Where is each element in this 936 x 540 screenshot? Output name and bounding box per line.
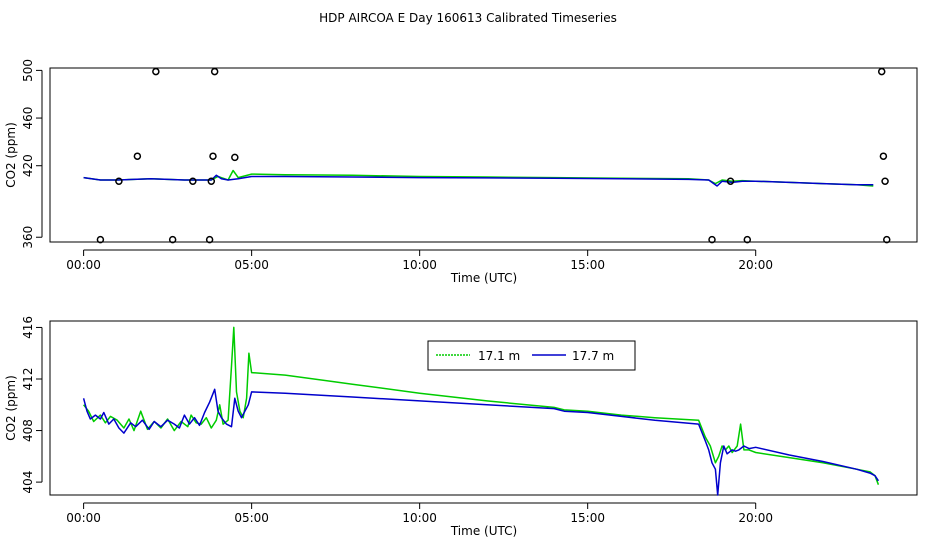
y-tick-label: 500	[21, 59, 35, 82]
data-point	[205, 235, 214, 244]
x-tick-label: 20:00	[738, 511, 773, 525]
data-point	[210, 67, 219, 76]
data-point	[708, 235, 716, 244]
x-tick-label: 00:00	[66, 511, 101, 525]
series-line-1	[82, 388, 880, 496]
x-tick-label: 10:00	[402, 511, 437, 525]
data-point	[883, 235, 891, 244]
legend: 17.1 m 17.7 m	[427, 340, 636, 371]
x-tick-label: 10:00	[402, 258, 437, 272]
data-point	[231, 153, 239, 162]
x-tick-label: 15:00	[570, 258, 605, 272]
upper-panel: Time (UTC) CO2 (ppm) 00:00 05:00 10:00 15:0…	[4, 59, 918, 285]
data-point	[881, 177, 889, 185]
legend-label-17-7: 17.7 m	[572, 349, 614, 363]
y-tick-label: 412	[21, 368, 35, 391]
data-point	[743, 235, 752, 244]
data-point	[726, 177, 735, 185]
x-tick-label: 05:00	[234, 258, 269, 272]
lower-x-axis-label: Time (UTC)	[450, 524, 517, 538]
x-tick-label: 00:00	[66, 258, 101, 272]
series-line-1	[83, 174, 874, 187]
data-point	[879, 152, 888, 160]
data-point	[168, 235, 177, 244]
lower-panel: Time (UTC) CO2 (ppm) 00:00 05:00 10:00 15:0…	[4, 316, 918, 538]
data-point	[152, 67, 160, 76]
x-tick-label: 20:00	[738, 258, 773, 272]
upper-y-axis-label: CO2 (ppm)	[4, 122, 18, 188]
y-tick-label: 404	[21, 471, 35, 494]
upper-plot-frame	[49, 67, 918, 243]
data-point	[209, 152, 217, 160]
upper-x-axis-label: Time (UTC)	[450, 271, 517, 285]
y-tick-label: 416	[21, 316, 35, 339]
y-tick-label: 408	[21, 419, 35, 442]
data-point	[115, 177, 123, 185]
legend-box	[427, 340, 636, 371]
data-point	[133, 152, 142, 160]
data-point	[877, 67, 886, 76]
lower-y-axis-label: CO2 (ppm)	[4, 375, 18, 441]
chart-title: HDP AIRCOA E Day 160613 Calibrated Times…	[319, 11, 617, 25]
legend-label-17-1: 17.1 m	[478, 349, 520, 363]
data-point	[189, 177, 197, 185]
data-point	[207, 177, 216, 185]
series-line-0	[83, 326, 880, 485]
y-tick-label: 460	[21, 107, 35, 130]
y-tick-label: 420	[21, 154, 35, 177]
x-tick-label: 15:00	[570, 511, 605, 525]
data-point	[96, 235, 105, 244]
y-tick-label: 360	[21, 226, 35, 249]
x-tick-label: 05:00	[234, 511, 269, 525]
lower-plot-frame	[49, 320, 918, 496]
